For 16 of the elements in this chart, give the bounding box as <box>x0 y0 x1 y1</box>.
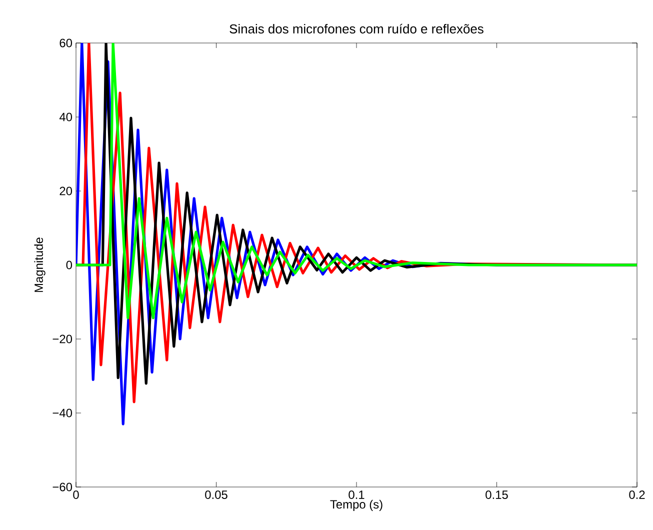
x-tick-label: 0.2 <box>629 490 645 499</box>
y-tick-label: 20 <box>60 186 72 196</box>
chart-title: Sinais dos microfones com ruído e reflexões <box>230 24 484 34</box>
x-tick-label: 0.15 <box>486 490 508 499</box>
x-tick-label: 0 <box>73 490 79 499</box>
x-tick-label: 0.05 <box>205 490 228 499</box>
line-series <box>76 42 638 320</box>
y-axis-title: Magnitude <box>34 238 46 292</box>
y-tick-label: 60 <box>60 38 72 48</box>
y-tick-label: −20 <box>52 334 72 344</box>
y-tick-label: −40 <box>52 408 72 418</box>
y-tick-label: −60 <box>52 482 72 492</box>
x-tick-label: 0.1 <box>348 490 364 499</box>
y-tick-label: 40 <box>59 112 72 122</box>
y-tick-label: 0 <box>66 260 72 270</box>
x-axis-title: Tempo (s) <box>330 500 382 511</box>
